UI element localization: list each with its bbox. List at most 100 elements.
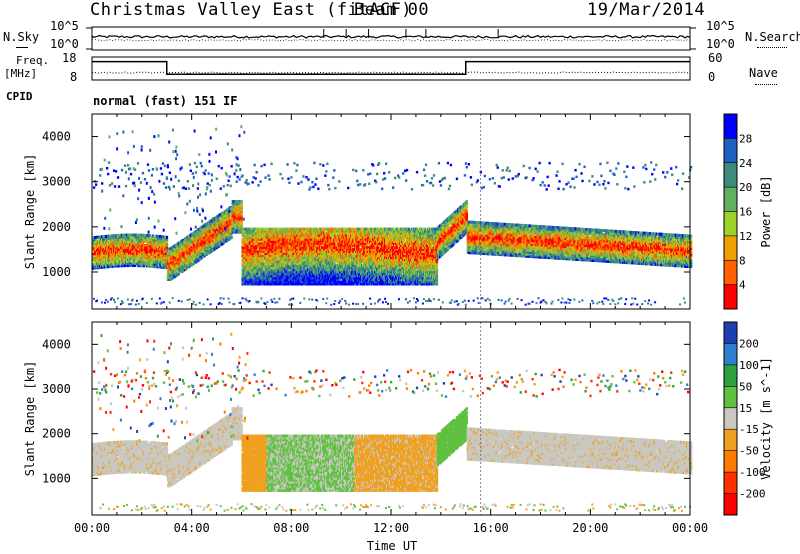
power-cell: [295, 169, 297, 172]
power-cell: [192, 172, 194, 175]
power-cell: [271, 301, 273, 303]
power-cell: [101, 182, 103, 185]
power-cell: [259, 180, 261, 183]
power-cell: [210, 303, 212, 305]
power-cell: [246, 179, 248, 182]
power-cell: [163, 301, 165, 303]
power-cell: [117, 176, 119, 179]
power-cell: [117, 298, 119, 300]
power-cell: [316, 300, 318, 302]
power-cell: [249, 300, 251, 302]
power-cell: [221, 167, 223, 170]
power-cell: [197, 187, 199, 190]
power-cell: [195, 171, 197, 174]
power-cell: [156, 302, 158, 304]
power-cell: [132, 299, 134, 301]
nsearch-tick-high: 10^5: [706, 19, 735, 33]
power-cell: [142, 298, 144, 300]
power-cell: [223, 298, 225, 300]
power-cell: [239, 178, 241, 181]
power-cell: [308, 298, 310, 300]
power-cell: [203, 303, 205, 305]
power-cell: [178, 300, 180, 302]
power-cell: [113, 299, 115, 301]
nsearch-series: [92, 40, 690, 42]
power-cell: [292, 298, 294, 300]
power-cell: [297, 182, 299, 185]
power-cell: [286, 163, 288, 166]
power-cell: [140, 181, 142, 184]
power-cell: [114, 185, 116, 188]
power-cell: [332, 176, 334, 179]
power-cell: [199, 302, 201, 304]
power-cell: [260, 297, 262, 299]
power-cell: [122, 302, 124, 304]
power-cell: [260, 165, 262, 168]
power-cell: [229, 175, 231, 178]
power-cell: [104, 302, 106, 304]
power-cell: [328, 188, 330, 191]
power-cell: [219, 302, 221, 304]
power-cell: [341, 298, 343, 300]
power-cell: [125, 185, 127, 188]
power-cell: [124, 164, 126, 167]
power-cell: [325, 170, 327, 173]
power-cell: [148, 169, 150, 172]
power-cell: [302, 175, 304, 178]
power-cell: [273, 298, 275, 300]
power-cell: [334, 187, 336, 190]
power-cell: [267, 174, 269, 177]
power-cell: [209, 184, 211, 187]
power-cell: [264, 303, 266, 305]
power-cell: [309, 186, 311, 189]
power-cell: [193, 301, 195, 303]
power-cell: [161, 302, 163, 304]
power-cell: [205, 169, 207, 172]
power-cell: [296, 164, 298, 167]
nave-tick-low: 0: [708, 70, 715, 84]
power-cell: [327, 184, 329, 187]
power-cell: [333, 303, 335, 305]
power-cell: [221, 303, 223, 305]
power-cell: [159, 298, 161, 300]
power-cell: [315, 178, 317, 181]
nsearch-tick-low: 10^0: [706, 37, 735, 51]
power-cell: [147, 163, 149, 166]
power-cell: [255, 177, 257, 180]
power-cell: [172, 297, 174, 299]
power-cell: [204, 173, 206, 176]
power-cell: [234, 303, 236, 305]
power-cell: [130, 173, 132, 176]
power-cell: [333, 169, 335, 172]
power-cell: [254, 164, 256, 167]
power-cell: [138, 303, 140, 305]
freq-tick-high: 18: [62, 51, 76, 65]
power-cell: [257, 301, 259, 303]
power-cell: [330, 304, 332, 306]
power-cell: [220, 297, 222, 299]
power-cell: [299, 302, 301, 304]
power-cell: [201, 165, 203, 168]
power-cell: [160, 167, 162, 170]
power-cell: [314, 183, 316, 186]
power-cell: [338, 302, 340, 304]
power-cell: [268, 178, 270, 181]
power-cell: [173, 185, 175, 188]
power-cell: [130, 303, 132, 305]
power-cell: [274, 302, 276, 304]
power-cell: [256, 171, 258, 174]
power-cell: [120, 303, 122, 305]
power-cell: [105, 299, 107, 301]
power-cell: [253, 246, 255, 249]
power-cell: [290, 176, 292, 179]
power-cell: [93, 298, 95, 300]
power-cell: [107, 301, 109, 303]
power-cell: [187, 180, 189, 183]
power-cell: [128, 303, 130, 305]
power-cell: [190, 170, 192, 173]
power-cell: [109, 184, 111, 187]
power-cell: [312, 186, 314, 189]
power-cell: [114, 301, 116, 303]
power-cell: [106, 167, 108, 170]
